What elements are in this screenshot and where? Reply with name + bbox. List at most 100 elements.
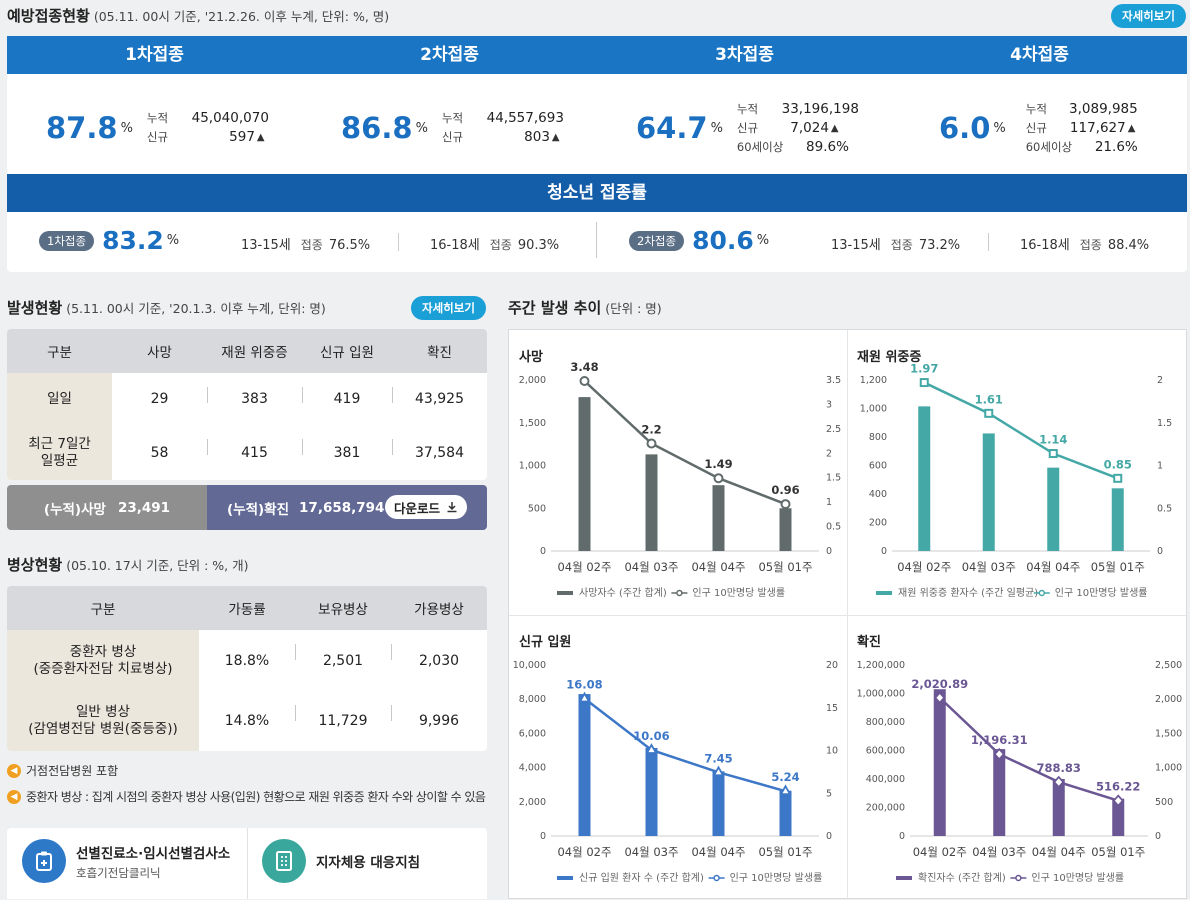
value: 73.2%: [918, 238, 961, 253]
x-tick-label: 04월 02주: [557, 560, 611, 574]
beds-note-2: ◀ 중환자 병상 : 집계 시점의 중환자 병상 사용(입원) 현황으로 재원 위…: [7, 788, 486, 805]
label: 접종: [300, 238, 323, 252]
table-cell: 2,501: [295, 630, 391, 691]
occur-detail-button[interactable]: 자세히보기: [411, 296, 486, 320]
rate-data-label: 788.83: [1037, 761, 1081, 775]
y-tick-label: 400,000: [866, 774, 905, 785]
rate-point: [1053, 775, 1065, 789]
dose-1-new-value: 597: [229, 129, 255, 145]
legend-marker: [676, 589, 683, 597]
y-tick-label: 1,000,000: [857, 689, 905, 700]
legend-bar-label: 사망자수 (주간 합계): [579, 587, 667, 599]
teen-dose-1-rate: 83.2: [102, 226, 164, 255]
rate-point: [779, 784, 792, 796]
dose-3-60plus-label: 60세이상: [736, 139, 784, 154]
table-cell: 9,996: [391, 691, 487, 751]
vacc-detail-button[interactable]: 자세히보기: [1111, 4, 1186, 28]
age-label: 16-18세: [1020, 238, 1070, 253]
x-tick-label: 05월 01주: [758, 560, 812, 574]
y2-tick-label: 1.5: [826, 473, 841, 484]
rate-point: [646, 438, 657, 449]
age-label: 13-15세: [831, 238, 881, 253]
bar: [712, 485, 725, 551]
y-tick-label: 600,000: [866, 746, 905, 757]
rate-data-label: 1.97: [910, 362, 938, 376]
dose-4-unit: %: [993, 120, 1006, 136]
bar: [933, 689, 946, 836]
occur-section-title: 발생현황 (5.11. 00시 기준, '20.1.3. 이후 누계, 단위: 명…: [7, 297, 326, 318]
guideline-link[interactable]: 지자체용 대응지침: [262, 839, 420, 883]
chart-title-death: 사망: [519, 350, 543, 365]
teen-dose-2-rate: 80.6: [692, 226, 754, 255]
y2-tick-label: 10: [826, 746, 838, 757]
x-tick-label: 04월 03주: [624, 845, 678, 859]
value: 76.5%: [328, 238, 371, 253]
dose-3-cum-value: 33,196,198: [781, 100, 859, 117]
x-tick-label: 04월 02주: [557, 845, 611, 859]
row-label: 일반 병상 (감염병전담 병원(중등중)): [7, 691, 199, 751]
y-tick-label: 0: [881, 546, 887, 557]
beds-note-1: ◀ 거점전담병원 포함: [7, 762, 118, 779]
download-button[interactable]: 다운로드: [385, 495, 467, 519]
y-tick-label: 1,200: [860, 375, 887, 386]
legend-bar-swatch: [896, 876, 912, 880]
clinic-link[interactable]: 선별진료소·임시선별검사소 호흡기전담클리닉: [22, 839, 230, 883]
bar: [712, 771, 725, 836]
col-header: 구분: [7, 329, 112, 373]
teen-dose-2-pill: 2차접종: [629, 230, 685, 251]
rate-data-label: 7.45: [704, 751, 732, 765]
y2-tick-label: 2: [826, 448, 832, 459]
dose-2-title: 2차접종: [420, 45, 479, 65]
vacc-title: 예방접종현황: [7, 7, 90, 25]
download-icon: [447, 502, 457, 513]
legend-line-label: 인구 10만명당 발생률: [1031, 872, 1124, 884]
dose-2-rate: 86.8: [341, 111, 413, 145]
legend-line-label: 인구 10만명당 발생률: [730, 872, 823, 884]
col-header: 확진: [392, 329, 487, 373]
beds-title: 병상현황: [7, 556, 63, 574]
bar: [779, 508, 792, 551]
y2-tick-label: 0.5: [826, 522, 841, 533]
dose-2-new-value: 803: [524, 129, 550, 145]
teen-d2-1315: 13-15세 접종 73.2%: [831, 234, 960, 253]
x-tick-label: 04월 04주: [1026, 560, 1080, 574]
cum-death-box: (누적)사망 23,491: [7, 485, 207, 530]
row-label: 최근 7일간 일평균: [7, 425, 112, 480]
bar: [1112, 798, 1125, 836]
rate-data-label: 16.08: [566, 678, 602, 692]
y2-tick-label: 0: [1155, 831, 1161, 842]
y-tick-label: 0: [540, 546, 546, 557]
chart-admission: 0 2,000 4,000 6,000 8,000 10,000 0 5 10 15 20 04월 0…: [513, 660, 838, 884]
rate-point: [993, 747, 1005, 761]
dose-4-new-label: 신규: [1025, 120, 1047, 135]
rate-line: [923, 381, 1119, 480]
table-cell: 11,729: [295, 691, 391, 751]
trend-section-title: 주간 발생 추이 (단위 : 명): [508, 297, 662, 318]
dose-4-cum-value: 3,089,985: [1069, 100, 1138, 117]
bar: [1047, 467, 1060, 551]
teen-dose-2-unit: %: [756, 233, 770, 248]
table-row: 최근 7일간 일평균 58 415 381 37,584: [7, 425, 487, 480]
legend-line-label: 인구 10만명당 발생률: [1055, 587, 1148, 599]
rate-line: [583, 697, 786, 793]
dose-4-60plus-label: 60세이상: [1025, 139, 1073, 154]
chart-title-confirmed: 확진: [857, 635, 881, 650]
dose-3-rate: 64.7: [636, 111, 708, 145]
age-label: 13-15세: [241, 238, 291, 253]
bar: [1052, 779, 1065, 836]
y-tick-label: 8,000: [519, 694, 546, 705]
y2-tick-label: 1: [1157, 461, 1163, 472]
download-label: 다운로드: [393, 500, 440, 516]
dose-4-title: 4차접종: [1010, 45, 1069, 65]
x-tick-label: 04월 03주: [624, 560, 678, 574]
y-tick-label: 6,000: [519, 728, 546, 739]
beds-subtitle: (05.10. 17시 기준, 단위 : %, 개): [66, 558, 249, 573]
rate-line: [938, 696, 1119, 802]
rate-data-label: 1.49: [704, 457, 732, 471]
bar: [918, 406, 931, 551]
bar: [779, 790, 792, 836]
y-tick-label: 1,000: [519, 461, 546, 472]
table-cell: 415: [207, 425, 302, 480]
dose-2-stats: 86.8% 누적 44,557,693 신규 803 ▲: [341, 88, 564, 168]
rate-point: [645, 743, 658, 754]
